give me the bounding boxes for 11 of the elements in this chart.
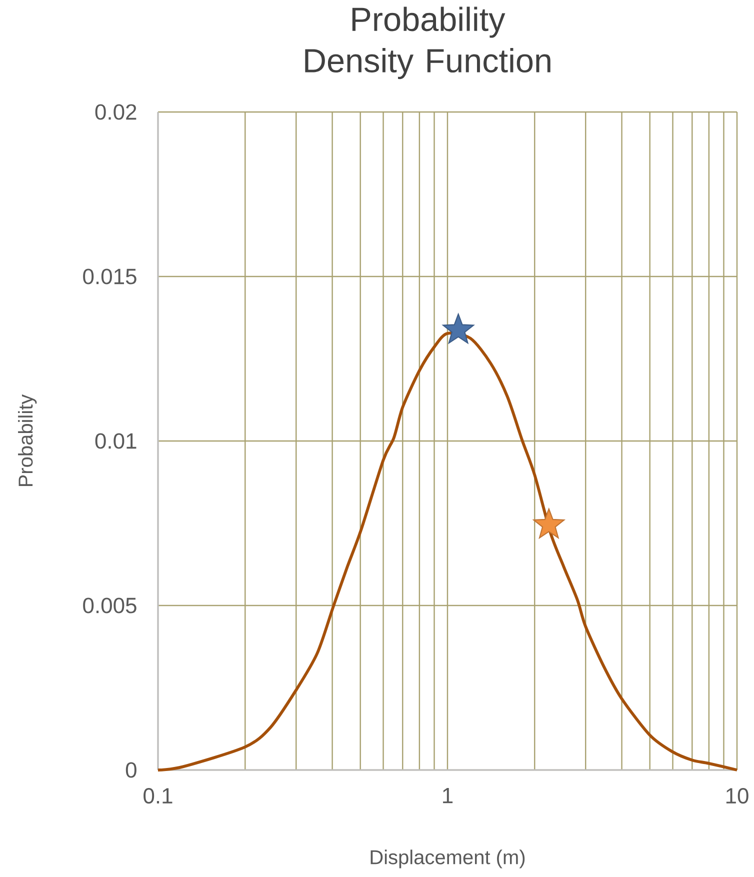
y-tick-label: 0.01 [95, 433, 136, 449]
y-tick-label: 0.02 [95, 104, 136, 120]
x-tick-label: 10 [726, 788, 749, 804]
y-tick-label: 0.005 [83, 598, 137, 614]
x-tick-label: 1 [443, 788, 453, 804]
x-axis-title: Displacement (m) [370, 850, 525, 868]
y-tick-label: 0.015 [83, 268, 137, 284]
y-tick-label: 0 [126, 762, 137, 778]
y-axis-title: Probability [18, 394, 37, 486]
chart-title: Probability Density Function [305, 6, 551, 80]
x-tick-label: 0.1 [144, 788, 172, 804]
